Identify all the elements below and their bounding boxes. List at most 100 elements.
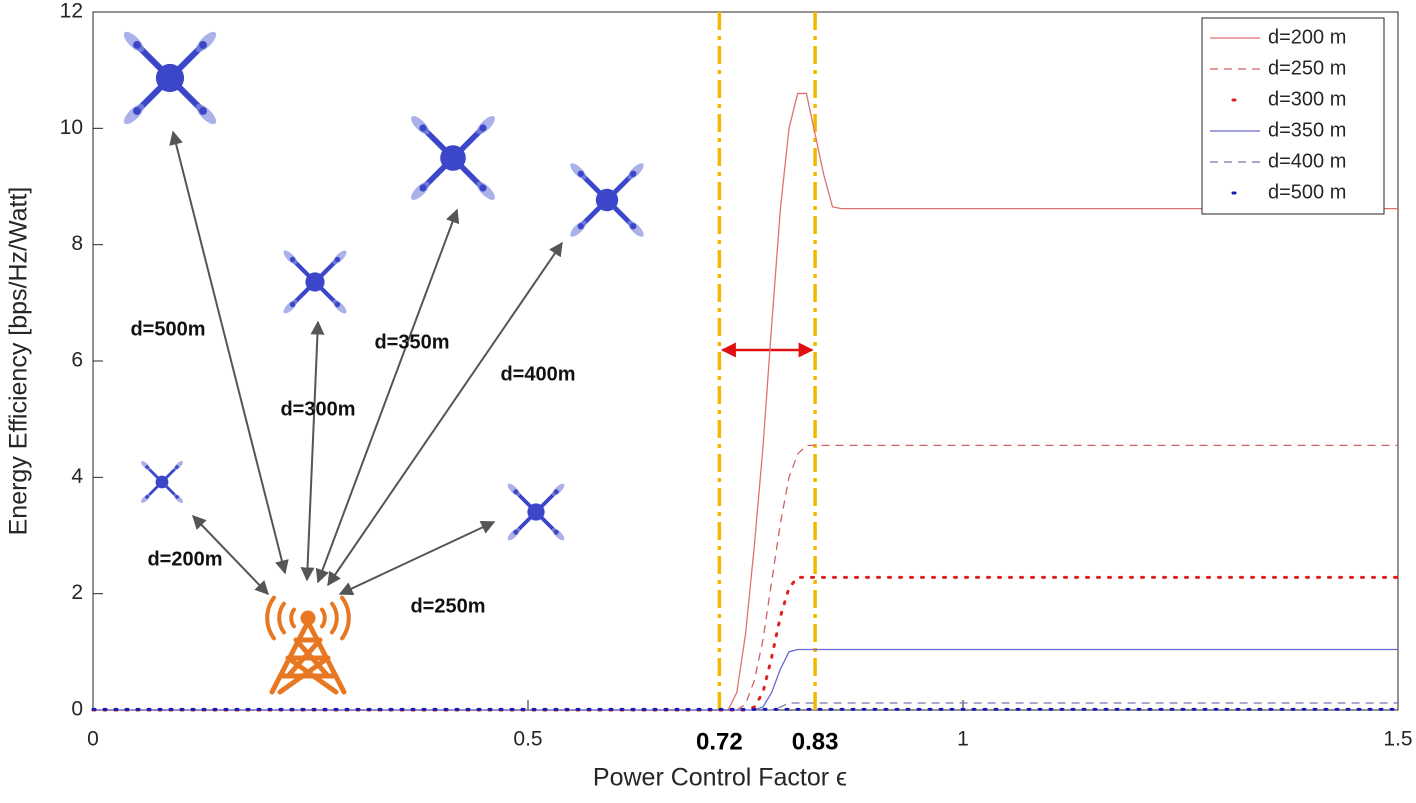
drone-rotor bbox=[196, 31, 217, 52]
tower-frame bbox=[269, 619, 347, 695]
drone-rotor bbox=[332, 250, 347, 265]
drone-rotor bbox=[627, 220, 644, 237]
drone-body bbox=[595, 188, 619, 212]
y-tick-label: 4 bbox=[71, 465, 83, 488]
drone-hub bbox=[419, 124, 427, 132]
drone-hub bbox=[175, 465, 179, 469]
distance-arrow bbox=[338, 520, 496, 596]
drone-hub bbox=[553, 529, 559, 535]
illustration-label: d=300m bbox=[280, 398, 355, 420]
drone-rotor bbox=[173, 493, 183, 503]
series-line bbox=[93, 92, 1398, 711]
drone-hub bbox=[145, 495, 149, 499]
legend-label: d=350 m bbox=[1268, 119, 1346, 141]
drone-icon bbox=[283, 250, 347, 314]
drone-hub bbox=[334, 256, 341, 263]
drone-rotor bbox=[123, 104, 144, 125]
drone-rotor bbox=[476, 116, 495, 135]
y-tick-label: 2 bbox=[71, 581, 83, 604]
drone-rotor bbox=[551, 527, 565, 541]
drone-rotor bbox=[173, 461, 183, 471]
drone-icon bbox=[411, 116, 495, 200]
drone-hub bbox=[513, 529, 519, 535]
marker-label: 0.72 bbox=[696, 728, 743, 755]
tower-top bbox=[300, 610, 316, 626]
tower-wave bbox=[265, 595, 276, 641]
y-axis-label: Energy Efficiency [bps/Hz/Watt] bbox=[5, 187, 33, 536]
legend-label: d=500 m bbox=[1268, 181, 1346, 203]
illustration-label: d=500m bbox=[130, 318, 205, 340]
tower-wave bbox=[289, 607, 296, 629]
drone-rotor bbox=[123, 31, 144, 52]
drone-icon bbox=[507, 483, 565, 541]
drone-hub bbox=[630, 170, 637, 177]
drone-body bbox=[527, 503, 545, 521]
tower-wave bbox=[320, 607, 327, 629]
drone-rotor bbox=[283, 250, 298, 265]
drone-rotor bbox=[196, 104, 217, 125]
y-tick-label: 8 bbox=[71, 232, 83, 255]
y-tick-label: 0 bbox=[71, 698, 83, 721]
drone-rotor bbox=[332, 299, 347, 314]
drone-rotor bbox=[141, 493, 151, 503]
drone-rotor bbox=[476, 181, 495, 200]
tower-wave bbox=[277, 601, 286, 635]
x-tick-label: 1.5 bbox=[1383, 728, 1412, 751]
series-line bbox=[93, 444, 1398, 711]
distance-arrow bbox=[169, 130, 289, 575]
drone-body bbox=[155, 475, 169, 489]
drone-hub bbox=[334, 301, 341, 308]
illustration-label: d=400m bbox=[500, 363, 575, 385]
drone-hub bbox=[577, 170, 584, 177]
drone-rotor bbox=[411, 181, 430, 200]
drone-body bbox=[440, 145, 466, 171]
drone-hub bbox=[577, 223, 584, 230]
drone-rotor bbox=[283, 299, 298, 314]
drone-rotor bbox=[507, 483, 521, 497]
drone-body bbox=[155, 63, 185, 93]
drone-hub bbox=[199, 41, 207, 49]
drone-rotor bbox=[411, 116, 430, 135]
distance-arrow bbox=[192, 514, 269, 596]
legend-label: d=300 m bbox=[1268, 88, 1346, 110]
drone-icon bbox=[141, 461, 183, 503]
illustration: d=500m d=300m d=350m d=400m d=200m d=250m bbox=[123, 31, 644, 695]
marker-label: 0.83 bbox=[792, 728, 839, 755]
series-line bbox=[93, 702, 1398, 711]
drone-hub bbox=[175, 495, 179, 499]
x-tick-label: 1 bbox=[957, 728, 969, 751]
drone-hub bbox=[479, 184, 487, 192]
drone-icon bbox=[123, 31, 217, 125]
drone-hub bbox=[289, 301, 296, 308]
legend-label: d=400 m bbox=[1268, 150, 1346, 172]
distance-arrow bbox=[300, 320, 325, 582]
y-tick-label: 6 bbox=[71, 349, 83, 372]
x-axis-label: Power Control Factor ϵ bbox=[593, 764, 847, 792]
drone-hub bbox=[419, 184, 427, 192]
drone-hub bbox=[553, 489, 559, 495]
drone-rotor bbox=[507, 527, 521, 541]
drone-icon bbox=[570, 163, 644, 237]
drone-body bbox=[305, 272, 325, 292]
legend-label: d=250 m bbox=[1268, 57, 1346, 79]
drone-rotor bbox=[627, 163, 644, 180]
drone-hub bbox=[630, 223, 637, 230]
drone-rotor bbox=[551, 483, 565, 497]
x-tick-label: 0 bbox=[87, 728, 99, 751]
y-tick-label: 10 bbox=[60, 116, 83, 139]
drone-hub bbox=[133, 107, 141, 115]
series-line bbox=[91, 575, 1400, 712]
distance-arrow bbox=[315, 208, 460, 584]
tower-wave bbox=[340, 595, 351, 641]
drone-rotor bbox=[570, 163, 587, 180]
tower-wave bbox=[330, 601, 339, 635]
illustration-label: d=350m bbox=[374, 331, 449, 353]
drone-rotor bbox=[141, 461, 151, 471]
drone-hub bbox=[133, 41, 141, 49]
illustration-label: d=250m bbox=[410, 595, 485, 617]
illustration-label: d=200m bbox=[147, 548, 222, 570]
x-tick-label: 0.5 bbox=[513, 728, 542, 751]
distance-arrow bbox=[327, 241, 563, 587]
legend-label: d=200 m bbox=[1268, 26, 1346, 48]
